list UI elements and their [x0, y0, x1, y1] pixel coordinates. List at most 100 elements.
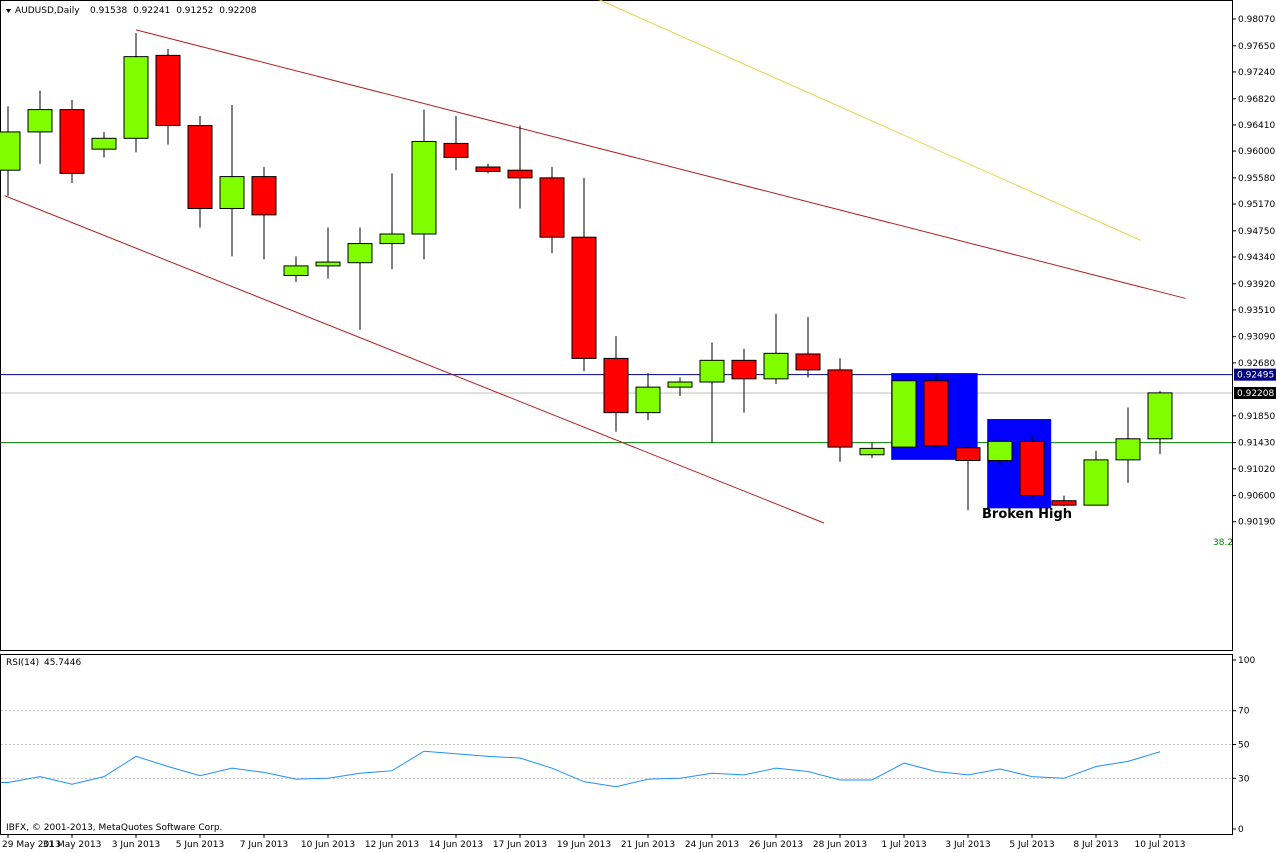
- price-tick-label: 0.91020: [1238, 465, 1275, 475]
- price-tick-label: 0.91850: [1238, 412, 1275, 422]
- date-tick-label: 5 Jul 2013: [1009, 840, 1054, 850]
- trend-lines: [1, 0, 1232, 524]
- bear-candle: [507, 169, 533, 179]
- bull-candle: [411, 140, 437, 235]
- fib-level-label: 38.2: [1213, 538, 1233, 548]
- bear-candle: [59, 109, 85, 174]
- bull-candle: [0, 131, 21, 171]
- moving-average-line: [598, 0, 1142, 241]
- bear-candle: [187, 125, 213, 209]
- date-tick-label: 5 Jun 2013: [176, 840, 224, 850]
- date-tick-label: 28 Jun 2013: [813, 840, 867, 850]
- bull-candle: [859, 447, 885, 456]
- chart-symbol: AUDUSD,Daily: [15, 6, 80, 16]
- bull-candle: [123, 56, 149, 139]
- bull-candle: [91, 137, 117, 150]
- bull-candle: [891, 380, 917, 448]
- rsi-line: [1, 750, 1161, 788]
- date-tick-label: 10 Jul 2013: [1135, 840, 1186, 850]
- price-tick-label: 0.92680: [1238, 359, 1275, 369]
- date-tick-label: 1 Jul 2013: [881, 840, 926, 850]
- bear-candle: [1019, 440, 1045, 497]
- rsi-label: RSI(14) 45.7446: [6, 658, 81, 668]
- current-price-tag-bg: [1234, 386, 1276, 399]
- bear-candle: [155, 54, 181, 127]
- main-chart-frame: [0, 0, 1233, 651]
- copyright-text: IBFX, © 2001-2013, MetaQuotes Software C…: [6, 823, 222, 833]
- bull-candle: [283, 265, 309, 276]
- date-tick-label: 10 Jun 2013: [301, 840, 355, 850]
- bear-candle: [923, 380, 949, 447]
- date-tick-label: 31 May 2013: [43, 840, 102, 850]
- price-tick-label: 0.95170: [1238, 200, 1275, 210]
- price-tick-label: 0.93090: [1238, 333, 1275, 343]
- bear-candle: [795, 353, 821, 371]
- channel-upper-line: [135, 29, 1186, 299]
- rsi-tick-label: 50: [1238, 741, 1250, 751]
- bull-candle: [987, 440, 1013, 461]
- date-tick-label: 3 Jun 2013: [112, 840, 160, 850]
- resistance-price-tag: 0.92495: [1237, 371, 1274, 381]
- bull-candle: [379, 233, 405, 245]
- price-tick-label: 0.90600: [1238, 492, 1275, 502]
- date-tick-label: 26 Jun 2013: [749, 840, 803, 850]
- bull-candle: [1083, 459, 1109, 506]
- price-tick-label: 0.97240: [1238, 68, 1275, 78]
- price-tick-label: 0.93920: [1238, 280, 1275, 290]
- bear-candle: [827, 369, 853, 448]
- broken-high-annotation: Broken High: [982, 507, 1072, 522]
- date-tick-label: 8 Jul 2013: [1073, 840, 1118, 850]
- rsi-tick-label: 0: [1238, 825, 1244, 835]
- date-tick-label: 14 Jun 2013: [429, 840, 483, 850]
- bear-candle: [955, 447, 981, 461]
- bull-candle: [27, 109, 53, 133]
- price-tick-label: 0.94750: [1238, 227, 1275, 237]
- bear-candle: [731, 359, 757, 380]
- date-tick-label: 12 Jun 2013: [365, 840, 419, 850]
- price-tick-label: 0.91430: [1238, 439, 1275, 449]
- date-tick-label: 17 Jun 2013: [493, 840, 547, 850]
- price-tick-label: 0.94340: [1238, 253, 1275, 263]
- bull-candle: [1115, 438, 1141, 461]
- bull-candle: [763, 352, 789, 380]
- channel-lower-line: [4, 195, 825, 524]
- chevron-down-icon[interactable]: [6, 9, 11, 13]
- date-tick-label: 19 Jun 2013: [557, 840, 611, 850]
- date-tick-label: 29 May 2013: [2, 840, 61, 850]
- price-tags: 0.92495 0.92208: [1234, 368, 1276, 399]
- price-axis: 0.98070 0.97650 0.97240 0.96820 0.96410 0.960…: [1232, 15, 1275, 528]
- rsi-tick-label: 70: [1238, 707, 1250, 717]
- rsi-tick-label: 100: [1238, 656, 1255, 666]
- price-tick-label: 0.96000: [1238, 147, 1275, 157]
- candles: [0, 33, 1173, 511]
- rsi-tick-label: 30: [1238, 774, 1250, 784]
- bear-candle: [603, 357, 629, 414]
- price-tick-label: 0.95580: [1238, 174, 1275, 184]
- rsi-indicator: 100 70 50 30 0: [1, 656, 1255, 835]
- bull-candle: [347, 243, 373, 264]
- price-tick-label: 0.96820: [1238, 95, 1275, 105]
- price-tick-label: 0.98070: [1238, 15, 1275, 25]
- resistance-price-tag-bg: [1234, 368, 1276, 381]
- date-tick-label: 24 Jun 2013: [685, 840, 739, 850]
- price-tick-label: 0.97650: [1238, 42, 1275, 52]
- bull-candle: [667, 381, 693, 388]
- bull-candle: [219, 176, 245, 209]
- bull-candle: [1147, 392, 1173, 440]
- ohlc-values: 0.91538 0.92241 0.91252 0.92208: [90, 6, 257, 16]
- bull-candle: [699, 359, 725, 383]
- date-tick-label: 3 Jul 2013: [945, 840, 990, 850]
- price-tick-label: 0.96410: [1238, 121, 1275, 131]
- bear-candle: [443, 142, 469, 158]
- bear-candle: [1051, 500, 1077, 506]
- date-tick-label: 21 Jun 2013: [621, 840, 675, 850]
- bear-candle: [539, 177, 565, 238]
- date-tick-label: 7 Jun 2013: [240, 840, 288, 850]
- price-tick-label: 0.90190: [1238, 518, 1275, 528]
- bull-candle: [635, 386, 661, 414]
- current-price-tag: 0.92208: [1237, 389, 1274, 399]
- bear-candle: [475, 166, 501, 172]
- bear-candle: [571, 236, 597, 359]
